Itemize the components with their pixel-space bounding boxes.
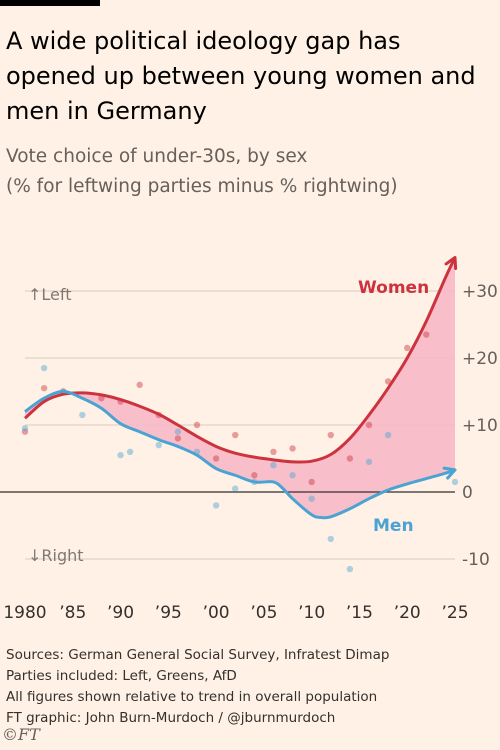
- y-tick-label: +20: [462, 349, 498, 369]
- women-data-point: [251, 472, 258, 479]
- women-data-point: [423, 331, 430, 338]
- women-data-point: [212, 455, 220, 462]
- ideology-gap-area: [25, 257, 455, 518]
- men-data-point: [117, 451, 124, 459]
- men-data-point: [174, 428, 182, 435]
- women-arrowhead: [444, 256, 458, 270]
- x-tick-label: ’90: [107, 603, 134, 623]
- women-data-point: [40, 384, 48, 392]
- x-tick-label: ’00: [203, 603, 230, 623]
- x-tick-label: ’25: [441, 603, 468, 623]
- women-data-point: [136, 381, 143, 388]
- men-data-point: [451, 478, 459, 486]
- x-tick-label: ’85: [59, 603, 86, 623]
- men-data-point: [289, 472, 296, 479]
- men-data-point: [126, 448, 134, 455]
- sources-note: Sources: German General Social Survey, I…: [6, 647, 390, 663]
- x-tick-label: ’10: [298, 603, 325, 623]
- men-trend-line: [24, 389, 456, 520]
- men-data-point: [270, 462, 277, 469]
- data-points: [21, 331, 459, 573]
- subtitle-line-1: Vote choice of under-30s, by sex: [6, 146, 308, 167]
- y-tick-label: 0: [462, 483, 473, 503]
- parties-note: Parties included: Left, Greens, AfD: [6, 668, 237, 684]
- men-data-point: [308, 495, 315, 502]
- women-data-point: [365, 421, 373, 429]
- credit-note: FT graphic: John Burn-Murdoch / @jburnmu…: [6, 710, 336, 726]
- men-data-point: [232, 485, 239, 492]
- women-data-point: [232, 431, 239, 439]
- women-data-point: [327, 431, 334, 439]
- women-data-point: [384, 378, 392, 385]
- men-data-point: [212, 502, 220, 509]
- x-tick-label: ’95: [155, 603, 182, 623]
- men-data-point: [327, 535, 334, 543]
- men-arrowhead: [442, 466, 457, 480]
- men-data-point: [79, 411, 86, 419]
- ideology-gap-chart: +30 +20 +10 0 -10 1980 ’85 ’90 ’95 ’00 ’05 ’10 ’15 ’2…: [0, 256, 498, 623]
- right-direction-label: ↓Right: [28, 546, 84, 565]
- women-series-label: Women: [358, 278, 429, 298]
- x-tick-label: ’15: [346, 603, 373, 623]
- men-data-point: [40, 364, 48, 372]
- women-data-point: [21, 428, 29, 435]
- left-direction-label: ↑Left: [28, 285, 72, 304]
- x-tick-label: 1980: [3, 603, 46, 623]
- grid-lines: [25, 290, 455, 560]
- men-data-point: [155, 441, 162, 449]
- labels: Women Men ↑Left ↓Right: [28, 278, 429, 565]
- women-trend-line: [23, 256, 457, 464]
- women-data-point: [289, 445, 296, 452]
- ft-logo: ©FT: [2, 725, 40, 744]
- y-tick-label: -10: [462, 550, 490, 570]
- women-data-point: [174, 435, 182, 442]
- men-series-label: Men: [373, 516, 414, 536]
- women-data-point: [404, 344, 411, 352]
- chart-title: A wide political ideology gap has opened…: [6, 27, 476, 125]
- y-tick-label: +30: [462, 282, 498, 302]
- men-data-point: [21, 425, 29, 432]
- chart-footer: Sources: German General Social Survey, I…: [6, 645, 496, 729]
- men-data-point: [384, 431, 392, 439]
- women-data-point: [346, 455, 354, 462]
- x-tick-label: ’20: [394, 603, 421, 623]
- subtitle-line-2: (% for leftwing parties minus % rightwin…: [6, 176, 398, 197]
- chart-subtitle: Vote choice of under-30s, by sex (% for …: [6, 142, 496, 202]
- relative-note: All figures shown relative to trend in o…: [6, 689, 378, 705]
- women-data-point: [270, 448, 277, 455]
- women-data-point: [193, 421, 201, 429]
- women-data-point: [308, 478, 315, 486]
- x-tick-label: ’05: [250, 603, 277, 623]
- men-data-point: [346, 565, 354, 573]
- y-tick-label: +10: [462, 416, 498, 436]
- ft-top-bar: [0, 0, 100, 6]
- men-data-point: [365, 458, 373, 466]
- axes: +30 +20 +10 0 -10 1980 ’85 ’90 ’95 ’00 ’05 ’10 ’15 ’2…: [0, 282, 498, 623]
